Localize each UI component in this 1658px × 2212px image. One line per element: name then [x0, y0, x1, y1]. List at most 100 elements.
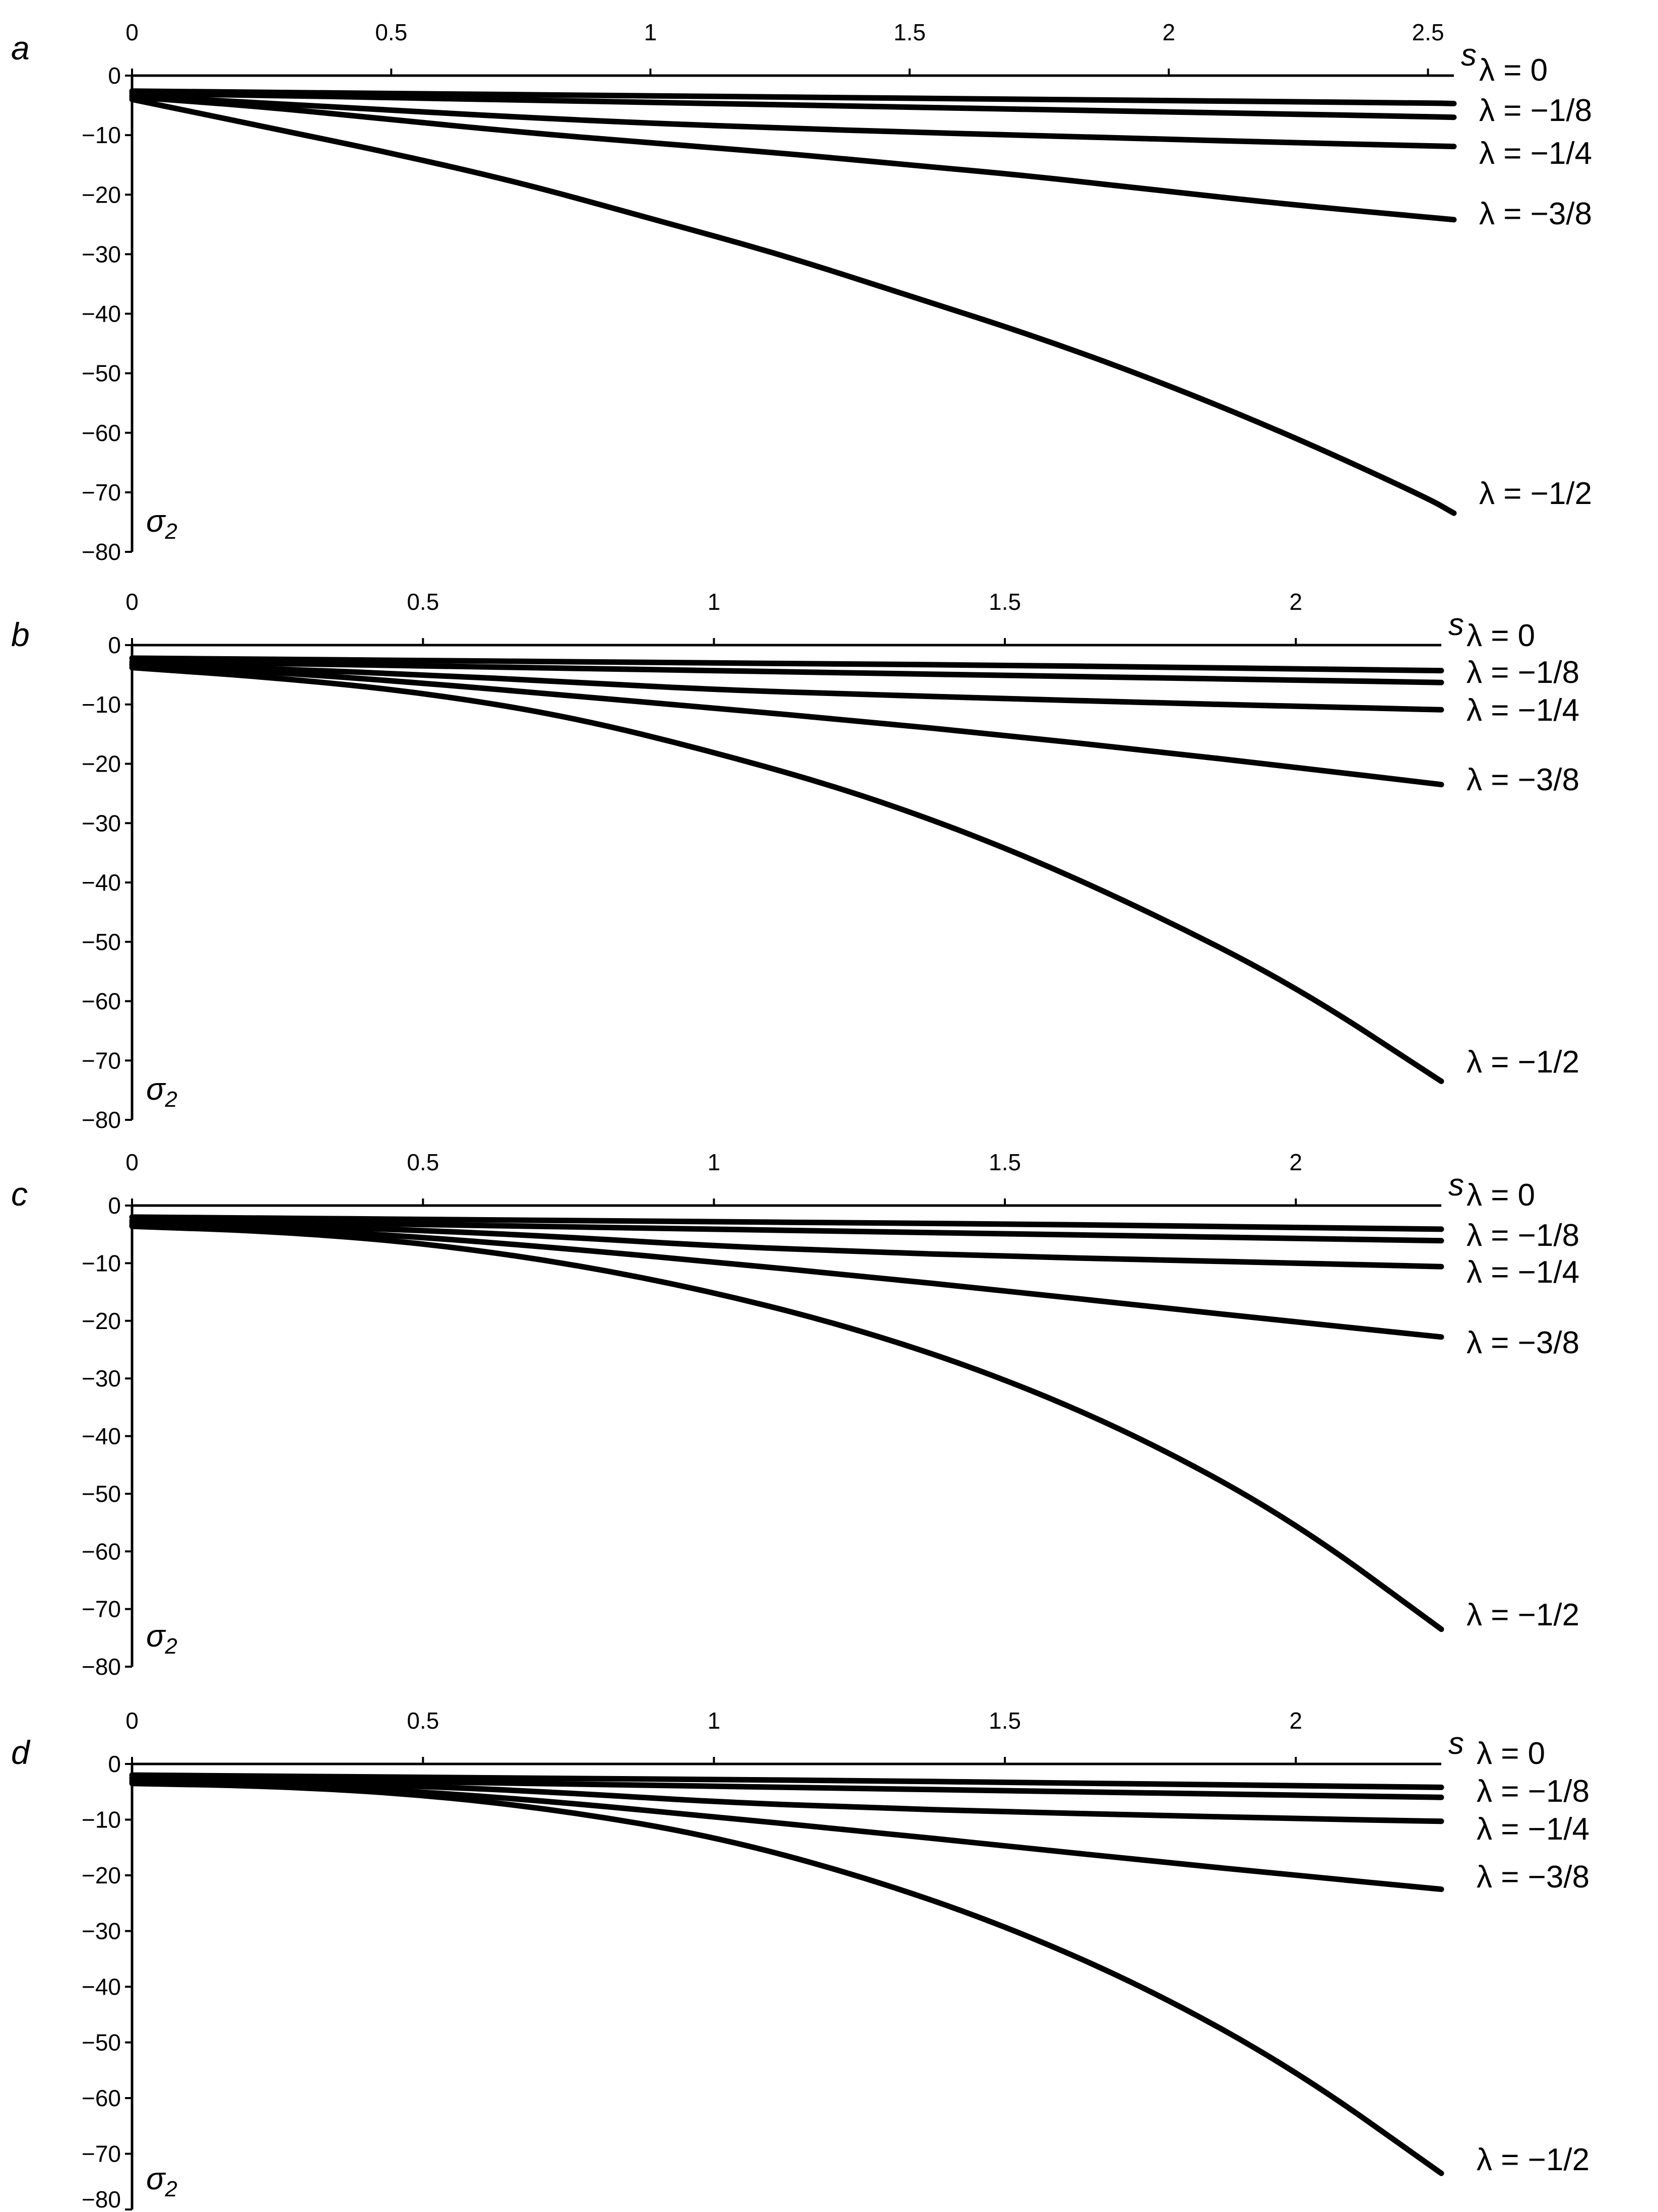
y-tick-label: −20	[82, 751, 121, 777]
y-tick-label: −80	[82, 1107, 121, 1133]
series-label-3: λ = −3/8	[1477, 1860, 1589, 1894]
series-label-1: λ = −1/8	[1477, 1774, 1589, 1809]
y-tick-label: −60	[82, 420, 121, 446]
series-line-4	[129, 96, 1457, 516]
series-line-4	[129, 1223, 1444, 1632]
y-tick-label: −60	[82, 988, 121, 1015]
series-line-2	[129, 93, 1457, 150]
y-tick-label: 0	[108, 632, 121, 658]
series-label-2: λ = −1/4	[1466, 1255, 1579, 1290]
x-tick-label: 0.5	[407, 1708, 439, 1734]
series-line-0	[129, 655, 1444, 674]
y-tick-label: −50	[82, 929, 121, 955]
x-tick-label: 2	[1290, 1708, 1303, 1734]
y-tick-label: −80	[82, 2186, 121, 2212]
y-tick-label: −80	[82, 539, 121, 565]
series-line-3	[129, 94, 1457, 223]
y-axis-label: σ2	[146, 504, 177, 544]
y-tick-label: −10	[82, 1807, 121, 1833]
x-tick-label: 0.5	[407, 1149, 439, 1175]
y-tick-label: −40	[82, 301, 121, 327]
series-label-2: λ = −1/4	[1477, 1812, 1589, 1847]
x-tick-label: 1.5	[989, 1149, 1021, 1175]
y-tick-label: −70	[82, 1047, 121, 1073]
panel-letter: c	[11, 1175, 28, 1213]
y-tick-label: −30	[82, 241, 121, 267]
series-label-1: λ = −1/8	[1479, 93, 1592, 128]
series-label-2: λ = −1/4	[1479, 136, 1592, 171]
y-tick-label: −30	[82, 810, 121, 836]
series-line-0	[129, 1214, 1444, 1232]
y-tick-label: −50	[82, 2030, 121, 2056]
series-line-2	[129, 1777, 1444, 1824]
x-axis-label: s	[1448, 607, 1464, 642]
y-tick-label: −10	[82, 691, 121, 718]
y-tick-label: −20	[82, 1308, 121, 1334]
x-tick-label: 1	[708, 1708, 721, 1734]
x-tick-label: 1	[708, 1149, 721, 1175]
y-tick-label: −70	[82, 1596, 121, 1622]
y-tick-label: −10	[82, 122, 121, 148]
series-line-0	[129, 88, 1457, 106]
panel-letter: d	[11, 1734, 31, 1771]
y-tick-label: −20	[82, 181, 121, 208]
series-line-1	[129, 659, 1444, 685]
y-tick-label: −40	[82, 869, 121, 896]
y-tick-label: −70	[82, 479, 121, 505]
series-label-3: λ = −3/8	[1479, 197, 1592, 231]
series-label-4: λ = −1/2	[1479, 476, 1592, 511]
y-tick-label: −30	[82, 1365, 121, 1392]
series-line-4	[129, 665, 1444, 1084]
series-line-2	[129, 1220, 1444, 1270]
series-label-4: λ = −1/2	[1466, 1045, 1579, 1080]
series-line-2	[129, 661, 1444, 713]
series-label-2: λ = −1/4	[1466, 693, 1579, 728]
y-tick-label: 0	[108, 1751, 121, 1777]
series-line-4	[129, 1781, 1444, 2176]
series-line-1	[129, 1218, 1444, 1244]
y-tick-label: −70	[82, 2141, 121, 2167]
series-label-0: λ = 0	[1466, 618, 1535, 653]
x-tick-label: 1.5	[989, 1708, 1021, 1734]
y-tick-label: −40	[82, 1423, 121, 1449]
series-line-1	[129, 1775, 1444, 1800]
x-tick-label: 1.5	[989, 589, 1021, 615]
y-axis-label: σ2	[146, 1072, 177, 1112]
panel-b: b 0 0.5 1 1.5 2 0 −10 −20 −30 −40 −50 −60 −70 −80 s σ2 λ …	[11, 589, 1579, 1133]
series-line-1	[129, 90, 1457, 120]
y-axis-label: σ2	[146, 1619, 177, 1659]
x-tick-label: 0.5	[375, 19, 407, 45]
series-label-1: λ = −1/8	[1466, 1218, 1579, 1253]
x-tick-label: 0	[125, 589, 139, 615]
series-label-3: λ = −3/8	[1466, 763, 1579, 797]
series-line-3	[129, 1222, 1444, 1340]
y-tick-label: 0	[108, 62, 121, 89]
x-axis-label: s	[1448, 1168, 1464, 1203]
x-tick-label: 0.5	[407, 589, 439, 615]
y-tick-label: −50	[82, 360, 121, 387]
y-tick-label: −10	[82, 1250, 121, 1276]
series-line-0	[129, 1772, 1444, 1790]
series-line-3	[129, 1779, 1444, 1892]
x-tick-label: 0	[125, 1149, 139, 1175]
series-label-0: λ = 0	[1479, 53, 1548, 88]
series-label-3: λ = −3/8	[1466, 1325, 1579, 1360]
x-axis-label: s	[1448, 1726, 1464, 1761]
x-tick-label: 2	[1290, 589, 1303, 615]
y-tick-label: −20	[82, 1862, 121, 1888]
x-tick-label: 2	[1162, 19, 1175, 45]
y-tick-label: −80	[82, 1654, 121, 1680]
panel-a: a 0 0.5 1 1.5 2 2.5 0 −10 −20 −30 −40 −50 −60 −70 −80 s σ…	[11, 19, 1592, 565]
y-tick-label: −60	[82, 1538, 121, 1564]
series-label-4: λ = −1/2	[1466, 1598, 1579, 1632]
x-tick-label: 0	[125, 19, 139, 45]
series-label-4: λ = −1/2	[1477, 2142, 1589, 2177]
x-tick-label: 1	[644, 19, 657, 45]
y-tick-label: −30	[82, 1918, 121, 1944]
series-label-0: λ = 0	[1477, 1736, 1545, 1771]
x-tick-label: 1	[708, 589, 721, 615]
x-tick-label: 2.5	[1412, 19, 1444, 45]
y-axis-label: σ2	[146, 2162, 177, 2201]
y-tick-label: −50	[82, 1481, 121, 1507]
